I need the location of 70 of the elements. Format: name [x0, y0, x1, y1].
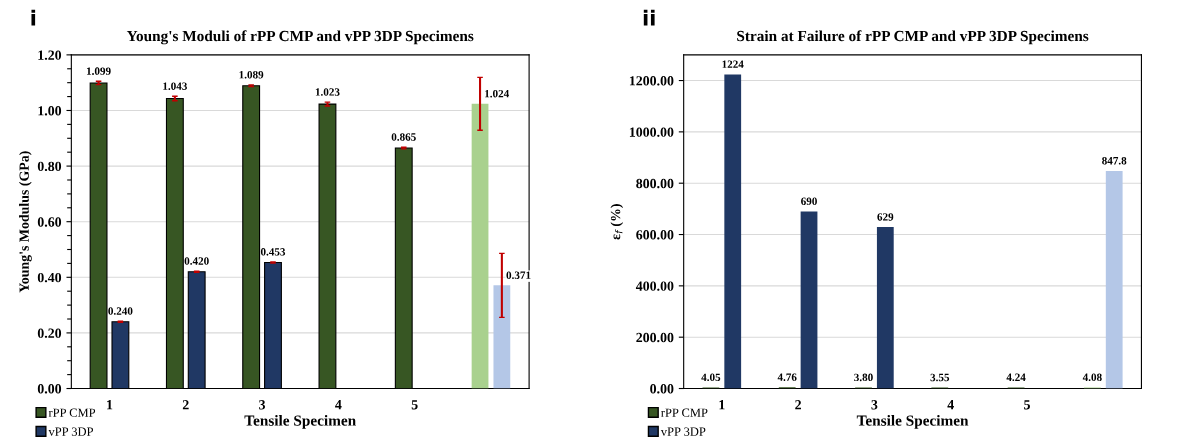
y-tick-label: 200.00: [636, 332, 674, 343]
bar: [1105, 170, 1123, 389]
x-tick-label: 1: [719, 400, 725, 410]
x-axis-title: Tensile Specimen: [244, 415, 356, 429]
text: ii: [643, 9, 655, 26]
x-axis-title: Tensile Specimen: [856, 415, 969, 429]
y-tick-label: 1.00: [38, 106, 62, 116]
data-label: 0.865: [391, 133, 416, 141]
y-tick-label: 0.60: [37, 217, 62, 227]
y-tick-label: 0.40: [37, 272, 62, 283]
data-label: 4.08: [1082, 373, 1102, 382]
bar: [394, 147, 413, 389]
bar: [165, 97, 184, 389]
bar: [264, 262, 282, 389]
data-label: 1.099: [86, 67, 111, 75]
bar: [800, 211, 818, 389]
y-tick-label: 1.20: [38, 50, 62, 60]
data-label: 0.453: [260, 248, 286, 256]
data-label: 629: [877, 213, 894, 221]
chart-title: Strain at Failure of rPP CMP and vPP 3DP Specimens: [737, 30, 1089, 45]
data-label: 3.55: [930, 373, 950, 382]
y-tick-label: 400.00: [635, 281, 674, 291]
x-tick-label: 4: [947, 400, 954, 410]
y-tick-label: 600.00: [636, 230, 674, 240]
bar: [318, 103, 337, 389]
data-label: 3.80: [854, 373, 873, 382]
text: i: [31, 9, 36, 26]
bar: [89, 82, 108, 389]
x-tick-label: 3: [871, 400, 878, 410]
data-label: 4.24: [1006, 373, 1026, 382]
data-label: 1.043: [163, 82, 187, 90]
x-tick-label: 5: [1024, 400, 1030, 410]
data-label: 690: [801, 197, 817, 206]
y-tick-label: 0.20: [37, 328, 62, 338]
y-axis-title: Young's Modulus (GPa): [19, 151, 32, 293]
data-label: 1.089: [239, 70, 264, 79]
data-label: 4.76: [777, 373, 797, 381]
bar: [471, 103, 489, 389]
legend-label: rPP CMP: [661, 408, 708, 417]
x-tick-label: 4: [335, 400, 342, 410]
x-tick-label: 3: [259, 400, 266, 410]
bar: [493, 285, 511, 389]
bar: [724, 74, 742, 389]
x-tick-label: 5: [411, 400, 418, 410]
legend-label: rPP CMP: [48, 408, 96, 417]
data-label: 4.05: [701, 373, 721, 382]
x-tick-label: 1: [107, 400, 113, 410]
data-label: 1.023: [315, 88, 340, 96]
y-axis-title: ε$_{f}$ (%): [610, 204, 624, 240]
y-tick-label: 0.80: [37, 161, 62, 172]
y-tick-label: 1200.00: [629, 76, 674, 86]
data-label: 1224: [722, 60, 744, 68]
chart-title: Young's Moduli of rPP CMP and vPP 3DP Specimens: [126, 30, 474, 45]
y-tick-label: 0.00: [650, 384, 674, 394]
legend-label: vPP 3DP: [660, 427, 706, 436]
data-label: 0.240: [108, 307, 133, 315]
data-label: 0.420: [184, 257, 209, 265]
data-label: 847.8: [1102, 157, 1127, 165]
data-label: 1.024: [485, 89, 510, 98]
bar: [242, 85, 261, 389]
y-tick-label: 800.00: [636, 178, 674, 189]
data-label: 0.371: [506, 271, 531, 279]
x-tick-label: 2: [182, 400, 189, 410]
y-tick-label: 0.00: [37, 384, 62, 394]
y-tick-label: 1000.00: [629, 127, 674, 137]
bar: [876, 227, 894, 389]
bar: [111, 321, 130, 389]
legend-label: vPP 3DP: [48, 427, 94, 436]
x-tick-label: 2: [795, 400, 801, 410]
bar: [187, 271, 206, 389]
